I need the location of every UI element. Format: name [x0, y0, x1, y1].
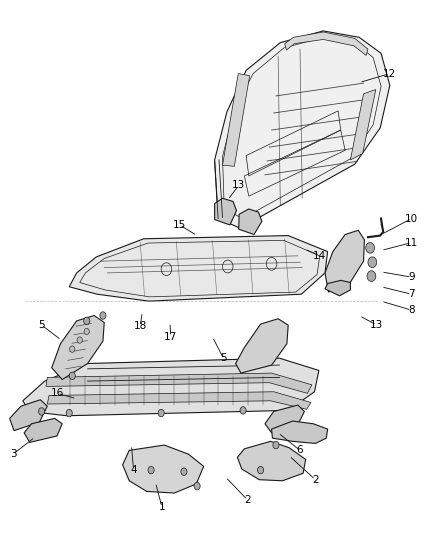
Polygon shape — [215, 198, 237, 225]
Text: 16: 16 — [50, 389, 64, 398]
Polygon shape — [46, 373, 312, 393]
Text: 8: 8 — [408, 305, 415, 315]
Circle shape — [240, 407, 246, 414]
Circle shape — [181, 468, 187, 475]
Text: 9: 9 — [408, 272, 415, 282]
Circle shape — [258, 466, 264, 474]
Text: 13: 13 — [232, 181, 245, 190]
Polygon shape — [239, 209, 262, 235]
Text: 2: 2 — [244, 495, 251, 505]
Circle shape — [84, 328, 89, 335]
Polygon shape — [24, 418, 62, 442]
Polygon shape — [272, 421, 328, 443]
Text: 10: 10 — [405, 214, 418, 223]
Text: 5: 5 — [38, 320, 45, 330]
Circle shape — [70, 346, 75, 352]
Polygon shape — [236, 319, 288, 373]
Polygon shape — [47, 392, 311, 409]
Circle shape — [100, 312, 106, 319]
Polygon shape — [123, 445, 204, 493]
Circle shape — [39, 408, 45, 415]
Circle shape — [77, 337, 82, 343]
Polygon shape — [215, 31, 390, 228]
Polygon shape — [223, 74, 250, 166]
Polygon shape — [10, 400, 47, 431]
Circle shape — [66, 409, 72, 417]
Polygon shape — [52, 316, 104, 379]
Text: 2: 2 — [312, 475, 319, 484]
Polygon shape — [69, 236, 328, 301]
Circle shape — [158, 409, 164, 417]
Text: 1: 1 — [159, 503, 166, 512]
Text: 11: 11 — [405, 238, 418, 247]
Text: 15: 15 — [173, 220, 186, 230]
Polygon shape — [23, 358, 319, 416]
Text: 17: 17 — [164, 332, 177, 342]
Text: 7: 7 — [408, 289, 415, 299]
Polygon shape — [285, 32, 368, 55]
Circle shape — [148, 466, 154, 474]
Polygon shape — [325, 280, 350, 296]
Circle shape — [194, 482, 200, 490]
Circle shape — [368, 257, 377, 268]
Text: 3: 3 — [10, 449, 17, 459]
Circle shape — [367, 271, 376, 281]
Text: 6: 6 — [297, 446, 304, 455]
Circle shape — [366, 243, 374, 253]
Polygon shape — [265, 405, 304, 433]
Text: 18: 18 — [134, 321, 147, 331]
Polygon shape — [350, 90, 376, 160]
Circle shape — [84, 317, 90, 325]
Text: 5: 5 — [220, 353, 227, 363]
Text: 4: 4 — [130, 465, 137, 475]
Text: 14: 14 — [313, 251, 326, 261]
Text: 12: 12 — [383, 69, 396, 78]
Polygon shape — [237, 441, 306, 481]
Circle shape — [69, 372, 75, 379]
Circle shape — [273, 441, 279, 449]
Text: 13: 13 — [370, 320, 383, 330]
Polygon shape — [325, 230, 364, 292]
